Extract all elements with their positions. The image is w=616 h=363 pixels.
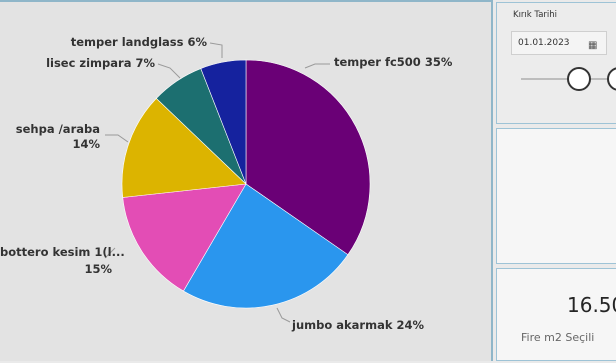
kpi-label: Fire m2 Seçili (521, 331, 595, 344)
slice-percent: 14% (72, 137, 100, 151)
leader-line (104, 247, 116, 259)
date-slicer: Kırık Tarihi 01.01.2023 ▦ (496, 2, 616, 124)
pie-slice[interactable] (121, 97, 247, 198)
pie-slice[interactable] (183, 183, 349, 309)
range-end-handle[interactable] (607, 67, 616, 91)
slice-label: temper fc500 35% (334, 55, 453, 69)
empty-visual-panel (496, 128, 616, 264)
pie-slice[interactable] (200, 59, 247, 185)
slice-label: temper landglass 6% (71, 35, 208, 49)
pie-slice[interactable] (122, 183, 247, 292)
kpi-value: 16.50 (567, 293, 616, 317)
calendar-icon[interactable]: ▦ (588, 40, 598, 51)
slicer-title: Kırık Tarihi (513, 10, 558, 20)
leader-line (304, 63, 330, 69)
kpi-card: 16.50 Fire m2 Seçili (496, 268, 616, 361)
leader-line (276, 307, 291, 323)
slice-label: lisec zimpara 7% (46, 56, 155, 70)
leader-line (105, 134, 129, 143)
pie-slice[interactable] (245, 59, 371, 256)
slice-percent: 15% (84, 262, 112, 276)
slice-label: jumbo akarmak 24% (291, 318, 424, 332)
slice-label: sehpa /araba (16, 122, 100, 136)
start-date-value: 01.01.2023 (518, 38, 570, 48)
slice-label: bottero kesim 1(l... (0, 245, 125, 259)
leader-line (209, 42, 223, 58)
pie-chart-panel: temper fc500 35% jumbo akarmak 24% botte… (0, 0, 493, 361)
start-date-input[interactable]: 01.01.2023 ▦ (511, 31, 607, 55)
pie-chart: temper fc500 35% jumbo akarmak 24% botte… (0, 35, 453, 332)
leader-line (157, 63, 181, 79)
range-start-handle[interactable] (567, 67, 591, 91)
